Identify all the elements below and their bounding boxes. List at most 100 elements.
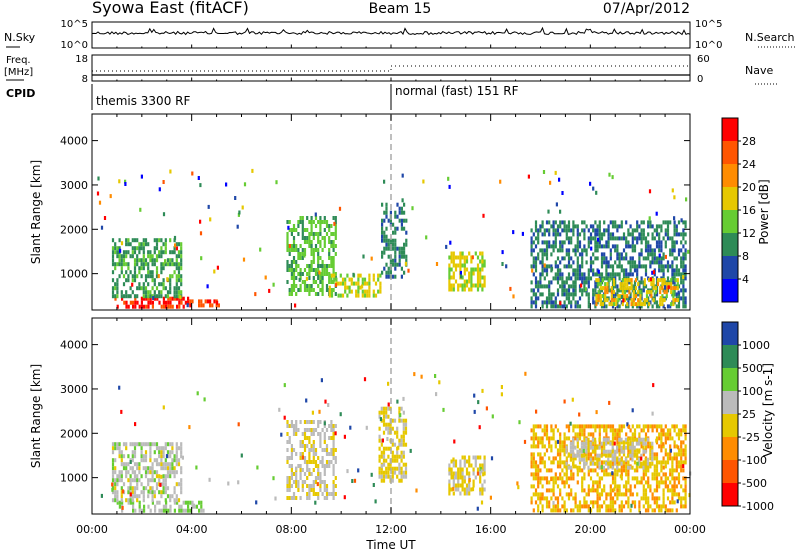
velocity-cell <box>402 438 405 443</box>
velocity-cell <box>620 464 623 469</box>
power-cell <box>398 258 401 263</box>
power-colorbar-swatch <box>722 141 738 164</box>
power-cell <box>392 258 395 263</box>
power-cell <box>297 232 300 236</box>
velocity-cell <box>655 460 659 465</box>
velocity-cell <box>561 468 564 473</box>
velocity-cell <box>576 468 579 473</box>
power-cell <box>539 272 542 277</box>
velocity-cell <box>576 472 579 477</box>
power-cell <box>310 240 313 244</box>
velocity-cell <box>133 450 137 455</box>
power-cell <box>548 244 551 249</box>
power-cell <box>666 236 670 241</box>
velocity-cell <box>669 468 672 473</box>
power-cell <box>317 272 320 276</box>
power-cell <box>448 271 451 276</box>
power-cell <box>534 280 538 285</box>
power-cell <box>394 242 397 247</box>
velocity-cell <box>680 432 683 437</box>
velocity-cell <box>594 437 597 442</box>
power-cell <box>144 258 148 263</box>
power-cell <box>125 294 128 299</box>
power-cell <box>567 276 571 281</box>
velocity-cell <box>629 456 632 461</box>
power-cell <box>554 300 557 305</box>
power-cell <box>306 228 309 232</box>
power-cell <box>288 264 291 268</box>
power-cell <box>661 286 664 291</box>
power-cell <box>587 304 590 309</box>
velocity-cell <box>175 450 178 455</box>
power-cell <box>122 258 126 263</box>
velocity-cell <box>132 504 135 509</box>
velocity-cell <box>556 500 560 505</box>
velocity-cell <box>144 450 148 455</box>
velocity-cell <box>349 425 352 430</box>
velocity-cell <box>255 500 258 505</box>
velocity-cell <box>556 439 560 444</box>
power-cell <box>169 286 172 291</box>
velocity-cell <box>633 504 637 509</box>
velocity-cell <box>635 453 638 458</box>
velocity-cell <box>537 480 540 485</box>
velocity-cell <box>613 487 616 492</box>
power-cell <box>394 262 397 267</box>
power-cell <box>398 246 401 251</box>
power-cell <box>554 272 557 277</box>
power-cell <box>583 272 586 277</box>
velocity-cell <box>154 504 157 509</box>
freq-right-tick-bottom: 0 <box>697 74 703 85</box>
power-cell <box>644 272 648 277</box>
power-cell <box>328 293 331 298</box>
power-cell <box>620 236 623 241</box>
power-cell <box>630 298 633 303</box>
power-cell <box>619 282 622 287</box>
power-cell <box>640 264 643 269</box>
power-cell <box>180 246 183 251</box>
power-cell <box>549 180 552 185</box>
velocity-cell <box>120 498 123 503</box>
power-cell <box>328 248 331 252</box>
velocity-cell <box>627 472 630 477</box>
power-cell <box>650 294 653 299</box>
velocity-cell <box>155 470 159 475</box>
velocity-cell <box>649 488 652 493</box>
power-cell <box>638 264 641 269</box>
power-cell <box>671 252 674 257</box>
power-cell <box>169 300 172 305</box>
power-cell <box>563 304 566 309</box>
velocity-cell <box>155 458 159 463</box>
velocity-cell <box>570 488 573 493</box>
velocity-cell <box>318 409 321 414</box>
power-cell <box>534 236 538 241</box>
velocity-cell <box>295 466 298 471</box>
power-cell <box>592 252 595 257</box>
power-cell <box>448 267 451 272</box>
velocity-cell <box>378 414 381 419</box>
velocity-cell <box>450 467 453 472</box>
power-cell <box>563 264 566 269</box>
velocity-cell <box>136 466 139 471</box>
velocity-cell <box>626 422 629 427</box>
power-cell <box>310 216 313 220</box>
power-cell <box>225 182 228 187</box>
power-cell <box>306 216 309 220</box>
velocity-cell <box>620 500 623 505</box>
power-cell <box>600 304 604 309</box>
velocity-cell <box>559 444 562 449</box>
power-cell <box>633 228 637 233</box>
velocity-cell <box>303 472 307 476</box>
power-cell <box>175 274 178 279</box>
power-cell <box>563 280 566 285</box>
power-cell <box>607 284 610 289</box>
power-cell <box>682 304 685 309</box>
power-cell <box>680 296 683 301</box>
power-cell <box>559 284 562 289</box>
velocity-cell <box>594 480 597 485</box>
velocity-cell <box>550 460 553 465</box>
noise-left-label: N.Sky <box>4 31 36 44</box>
power-cell <box>616 248 619 253</box>
power-cell <box>545 300 549 305</box>
power-cell <box>189 299 192 304</box>
